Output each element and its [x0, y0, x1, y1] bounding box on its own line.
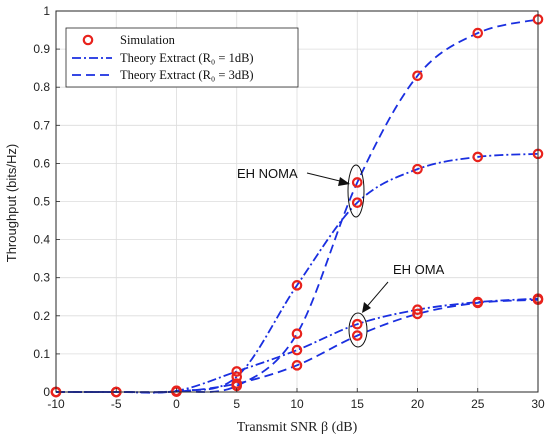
- legend-label-r0-1db: Theory Extract (R₀ = 1dB): [120, 51, 254, 65]
- legend-label-r0-3db: Theory Extract (R₀ = 3dB): [120, 68, 254, 82]
- legend: Simulation Theory Extract (R₀ = 1dB) The…: [65, 27, 299, 88]
- x-tick-label: 20: [411, 397, 425, 411]
- y-tick-label: 0.3: [33, 271, 50, 285]
- eh-oma-annotation: EH OMA: [348, 262, 445, 348]
- x-tick-label: 10: [290, 397, 304, 411]
- simulation-point: [291, 360, 303, 371]
- y-tick-label: 0.9: [33, 42, 50, 56]
- simulation-point: [412, 163, 423, 175]
- y-tick-label: 0.8: [33, 80, 50, 94]
- simulation-point: [412, 308, 423, 320]
- simulation-point: [231, 366, 243, 377]
- series-line-3: [55, 298, 539, 394]
- simulation-point: [412, 304, 423, 316]
- axis-ticks: -10 -5 0 5 10 15 20 25 30 0 0.1 0.2 0.3 0.4 0.5 0.6 0.7 0…: [33, 4, 545, 411]
- legend-box: [65, 27, 299, 88]
- simulation-point: [351, 197, 363, 208]
- eh-oma-arrowhead: [362, 302, 371, 313]
- x-tick-label: 25: [471, 397, 485, 411]
- y-tick-label: 0.5: [33, 195, 50, 209]
- simulation-point: [351, 177, 363, 188]
- x-tick-label: 30: [531, 397, 545, 411]
- simulation-point: [351, 318, 363, 330]
- simulation-point: [472, 297, 484, 309]
- x-tick-label: 15: [351, 397, 365, 411]
- x-tick-label: 0: [173, 397, 180, 411]
- eh-noma-annotation: EH NOMA: [237, 164, 365, 218]
- eh-oma-label: EH OMA: [393, 262, 445, 277]
- y-axis-label: Throughput (bits/Hz): [4, 144, 19, 263]
- simulation-point: [351, 330, 363, 341]
- legend-marker-simulation: [82, 34, 94, 46]
- simulation-point: [412, 70, 423, 82]
- y-tick-label: 0.6: [33, 156, 50, 170]
- x-tick-label: -10: [47, 397, 65, 411]
- eh-noma-label: EH NOMA: [237, 166, 298, 181]
- y-tick-label: 0.7: [33, 118, 50, 132]
- y-tick-label: 1: [43, 4, 50, 18]
- y-tick-label: 0: [43, 385, 50, 399]
- eh-oma-arrow: [363, 281, 389, 311]
- x-axis-label: Transmit SNR β (dB): [237, 420, 358, 435]
- legend-label-simulation: Simulation: [120, 33, 176, 47]
- y-tick-label: 0.4: [33, 233, 50, 247]
- x-tick-label: -5: [111, 397, 122, 411]
- simulation-point: [291, 344, 303, 356]
- simulation-point: [231, 378, 243, 389]
- simulation-point: [472, 27, 484, 39]
- x-tick-label: 5: [233, 397, 240, 411]
- y-tick-label: 0.1: [33, 347, 50, 361]
- eh-noma-ellipse: [347, 164, 365, 218]
- simulation-point: [472, 151, 484, 163]
- eh-oma-ellipse: [348, 312, 368, 348]
- simulation-point: [291, 328, 303, 340]
- eh-noma-arrowhead: [338, 177, 350, 186]
- simulation-point: [291, 280, 303, 291]
- y-tick-label: 0.2: [33, 309, 50, 323]
